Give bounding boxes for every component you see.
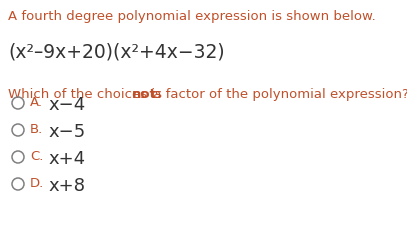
Text: A.: A. (30, 96, 43, 109)
Text: x−5: x−5 (48, 123, 85, 141)
Text: a factor of the polynomial expression?: a factor of the polynomial expression? (149, 88, 407, 101)
Text: not: not (132, 88, 157, 101)
Text: C.: C. (30, 150, 44, 163)
Text: D.: D. (30, 177, 44, 190)
Text: A fourth degree polynomial expression is shown below.: A fourth degree polynomial expression is… (8, 10, 376, 23)
Text: B.: B. (30, 123, 43, 136)
Text: (x²–9x+20)(x²+4x−32): (x²–9x+20)(x²+4x−32) (8, 42, 225, 61)
Text: x+8: x+8 (48, 177, 85, 195)
Text: x−4: x−4 (48, 96, 85, 114)
Text: x+4: x+4 (48, 150, 85, 168)
Text: Which of the choices is: Which of the choices is (8, 88, 166, 101)
